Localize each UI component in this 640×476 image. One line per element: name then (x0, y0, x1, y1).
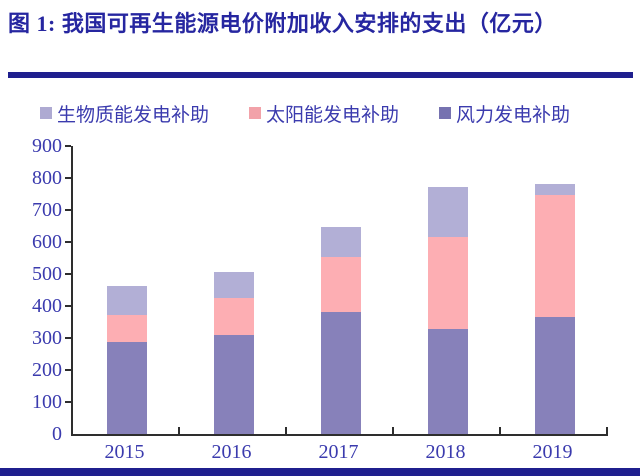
bar-segment-2017-风力发电补助 (320, 312, 361, 434)
y-axis-tick (65, 177, 71, 179)
x-axis-label-2018: 2018 (425, 441, 466, 463)
x-axis-tick (499, 427, 501, 434)
y-axis-tick (65, 305, 71, 307)
x-axis-tick (606, 427, 608, 434)
bar-segment-2015-太阳能发电补助 (106, 314, 147, 342)
bar-segment-2016-风力发电补助 (213, 335, 254, 434)
legend-label: 生物质能发电补助 (57, 104, 210, 126)
bar-segment-2015-生物质能发电补助 (106, 286, 147, 315)
legend-swatch-icon (438, 107, 451, 119)
bottom-rule (0, 468, 640, 476)
legend-label: 风力发电补助 (455, 104, 570, 126)
y-axis-label-200: 200 (32, 359, 62, 381)
x-axis-label-2017: 2017 (318, 441, 359, 463)
y-axis-tick (65, 273, 71, 275)
plot-area (65, 145, 608, 436)
y-axis-tick (65, 337, 71, 339)
y-axis-tick (65, 209, 71, 211)
bar-segment-2016-生物质能发电补助 (213, 272, 254, 298)
y-axis-label-100: 100 (32, 391, 62, 413)
y-axis-tick (65, 241, 71, 243)
bar-segment-2016-太阳能发电补助 (213, 297, 254, 336)
legend-swatch-icon (40, 107, 52, 119)
x-axis-label-2019: 2019 (532, 441, 573, 463)
y-axis-tick (65, 369, 71, 371)
y-axis-label-500: 500 (32, 263, 62, 285)
bar-segment-2019-生物质能发电补助 (534, 184, 575, 195)
legend-item-2: 风力发电补助 (438, 100, 570, 127)
chart-legend: 生物质能发电补助 太阳能发电补助 风力发电补助 (40, 100, 570, 127)
y-axis-label-600: 600 (32, 231, 62, 253)
y-axis-label-900: 900 (32, 135, 62, 157)
x-axis-label-2016: 2016 (211, 441, 252, 463)
bar-segment-2019-风力发电补助 (534, 316, 575, 434)
y-axis-label-700: 700 (32, 199, 62, 221)
x-axis-label-2015: 2015 (104, 441, 145, 463)
bar-segment-2018-风力发电补助 (427, 329, 468, 434)
bar-segment-2018-太阳能发电补助 (427, 236, 468, 330)
bar-segment-2018-生物质能发电补助 (427, 187, 468, 237)
title-rule (8, 72, 633, 78)
x-axis-tick (392, 427, 394, 434)
x-axis-tick (285, 427, 287, 434)
y-axis-tick (65, 145, 71, 147)
bar-segment-2019-太阳能发电补助 (534, 194, 575, 317)
figure-title: 图 1: 我国可再生能源电价附加收入安排的支出（亿元） (8, 11, 557, 36)
y-axis-tick (65, 401, 71, 403)
y-axis-label-300: 300 (32, 327, 62, 349)
bar-segment-2015-风力发电补助 (106, 341, 147, 434)
legend-swatch-icon (248, 107, 261, 119)
bar-segment-2017-生物质能发电补助 (320, 226, 361, 258)
y-axis-label-800: 800 (32, 167, 62, 189)
x-axis-tick (178, 427, 180, 434)
y-axis-label-0: 0 (52, 423, 62, 445)
legend-label: 太阳能发电补助 (265, 104, 399, 126)
legend-item-0: 生物质能发电补助 (40, 100, 209, 127)
bar-segment-2017-太阳能发电补助 (320, 257, 361, 313)
legend-item-1: 太阳能发电补助 (248, 100, 399, 127)
y-axis-label-400: 400 (32, 295, 62, 317)
